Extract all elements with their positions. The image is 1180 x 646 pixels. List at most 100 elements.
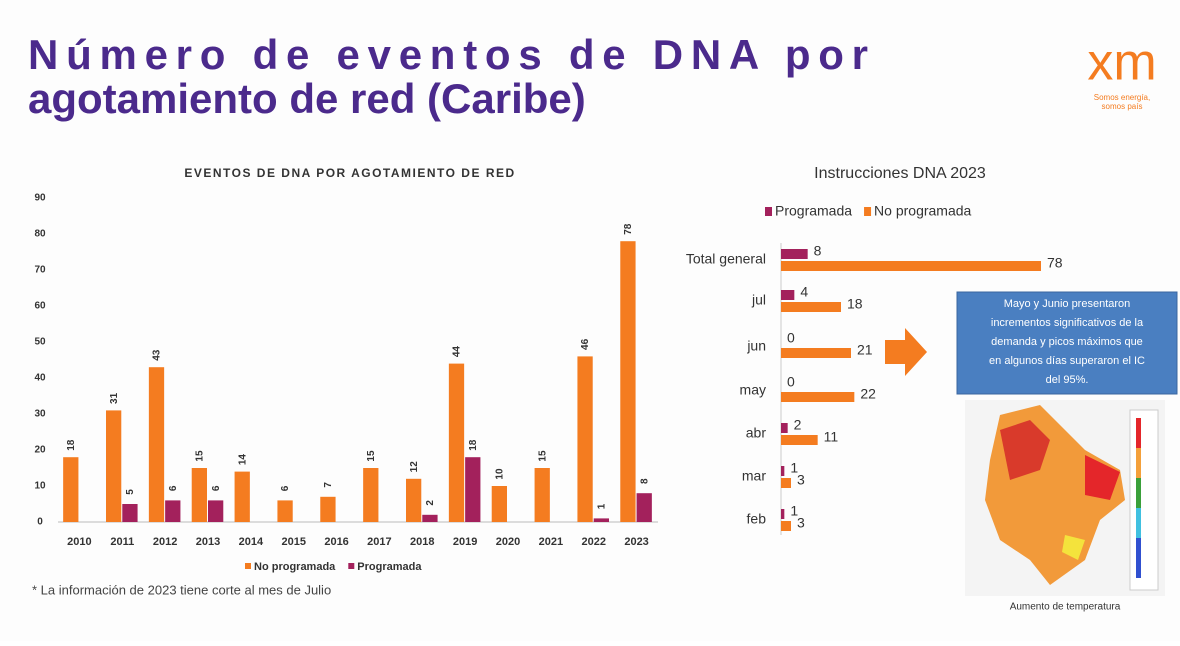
data-label: 14 (237, 454, 248, 466)
data-label: 15 (537, 450, 548, 462)
data-label: 15 (194, 450, 205, 462)
y-tick-label: 20 (34, 445, 46, 456)
tagline: somos país (1102, 102, 1143, 111)
y-tick-label: 40 (34, 373, 46, 384)
data-label: 18 (847, 296, 863, 312)
x-tick-label: 2013 (196, 536, 220, 548)
data-label: 3 (797, 472, 805, 488)
y-tick-label: jun (746, 338, 766, 354)
x-tick-label: 2020 (496, 536, 520, 548)
callout-text: en algunos días superaron el IC (989, 355, 1145, 367)
bar (781, 249, 808, 259)
bar (106, 410, 121, 522)
tagline: Somos energía, (1094, 93, 1150, 102)
bar (63, 457, 78, 522)
bar (363, 468, 378, 522)
y-tick-label: abr (746, 425, 767, 441)
x-tick-label: 2018 (410, 536, 434, 548)
x-tick-label: 2019 (453, 536, 477, 548)
footnote: * La información de 2023 tiene corte al … (32, 582, 331, 597)
data-label: 78 (1047, 255, 1063, 271)
legend-label: Programada (357, 561, 422, 573)
data-label: 11 (824, 429, 839, 445)
y-tick-label: 0 (37, 517, 43, 528)
data-label: 18 (468, 439, 479, 451)
bar (122, 504, 137, 522)
bar (781, 521, 791, 531)
data-label: 6 (211, 485, 222, 491)
map-legend-swatch (1136, 508, 1141, 538)
map-caption: Aumento de temperatura (1010, 602, 1121, 613)
y-tick-label: 90 (34, 193, 46, 204)
data-label: 1 (596, 503, 607, 509)
page: Número de eventos de DNA por agotamiento… (0, 0, 1180, 646)
slide-title: Número de eventos de DNA por (28, 31, 868, 78)
callout-text: demanda y picos máximos que (991, 336, 1143, 348)
bar (781, 466, 784, 476)
bar (781, 290, 794, 300)
data-label: 8 (814, 243, 822, 259)
data-label: 2 (794, 417, 802, 433)
y-tick-label: 50 (34, 337, 46, 348)
legend-swatch (864, 207, 871, 216)
chart-title: Instrucciones DNA 2023 (814, 165, 986, 182)
map (965, 400, 1165, 596)
y-tick-label: jul (751, 292, 766, 308)
y-tick-label: 30 (34, 409, 46, 420)
data-label: 22 (860, 386, 876, 402)
bar (165, 500, 180, 522)
chart-title: EVENTOS DE DNA POR AGOTAMIENTO DE RED (184, 166, 515, 180)
x-tick-label: 2017 (367, 536, 391, 548)
data-label: 46 (580, 338, 591, 350)
data-label: 78 (623, 223, 634, 235)
bar (637, 493, 652, 522)
data-label: 12 (409, 461, 420, 473)
bar (781, 435, 818, 445)
y-tick-label: 60 (34, 301, 46, 312)
x-tick-label: 2014 (239, 536, 264, 548)
y-tick-label: feb (747, 511, 767, 527)
bar (465, 457, 480, 522)
data-label: 18 (66, 439, 77, 451)
callout-text: Mayo y Junio presentaron (1004, 298, 1131, 310)
x-tick-label: 2011 (110, 536, 134, 548)
data-label: 5 (125, 489, 136, 495)
data-label: 0 (787, 374, 795, 390)
bar (235, 472, 250, 522)
bar (449, 364, 464, 522)
bar (620, 241, 635, 522)
map-legend-swatch (1136, 478, 1141, 508)
data-label: 15 (366, 450, 377, 462)
bar (422, 515, 437, 522)
data-label: 10 (494, 468, 505, 480)
x-tick-label: 2015 (281, 536, 305, 548)
legend-label: Programada (775, 203, 852, 219)
map-legend (1130, 410, 1158, 590)
bar (781, 348, 851, 358)
legend-label: No programada (874, 203, 971, 219)
bar (781, 261, 1041, 271)
map-legend-swatch (1136, 448, 1141, 478)
bar (149, 367, 164, 522)
legend-label: No programada (254, 561, 336, 573)
x-tick-label: 2021 (539, 536, 563, 548)
data-label: 44 (452, 346, 463, 358)
legend-swatch (348, 563, 354, 569)
bar (492, 486, 507, 522)
y-tick-label: may (740, 382, 766, 398)
data-label: 7 (323, 482, 334, 488)
data-label: 21 (857, 342, 873, 358)
bar (208, 500, 223, 522)
bar (535, 468, 550, 522)
y-tick-label: 10 (34, 481, 46, 492)
y-tick-label: Total general (686, 251, 766, 267)
data-label: 43 (152, 349, 163, 361)
x-tick-label: 2023 (624, 536, 648, 548)
data-label: 4 (800, 284, 808, 300)
bar (577, 356, 592, 522)
callout-text: incrementos significativos de la (991, 317, 1144, 329)
bar (781, 478, 791, 488)
slide-title: agotamiento de red (Caribe) (28, 75, 586, 122)
bar (781, 509, 784, 519)
logo: xm (1087, 34, 1156, 92)
